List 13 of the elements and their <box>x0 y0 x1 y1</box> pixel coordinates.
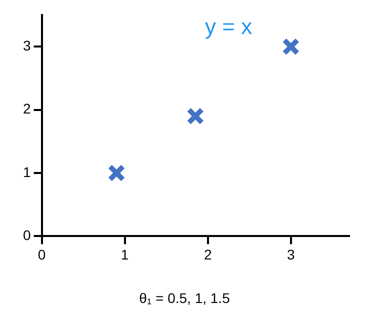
x-tick-label: 2 <box>204 246 212 262</box>
y-tick-label: 0 <box>22 227 31 244</box>
y-tick-label: 3 <box>22 37 31 54</box>
point <box>282 38 300 56</box>
text: θ₁ = 0.5, 1, 1.5 <box>138 290 231 306</box>
point <box>108 164 126 182</box>
y-tick-label: 2 <box>22 100 31 117</box>
x-tick-label: 1 <box>120 246 129 262</box>
x-tick-label: 3 <box>286 246 295 262</box>
x-tick-label: 0 <box>38 246 46 262</box>
point <box>186 107 204 125</box>
annotation: y = x <box>205 14 252 40</box>
y-tick-label: 1 <box>22 164 31 180</box>
